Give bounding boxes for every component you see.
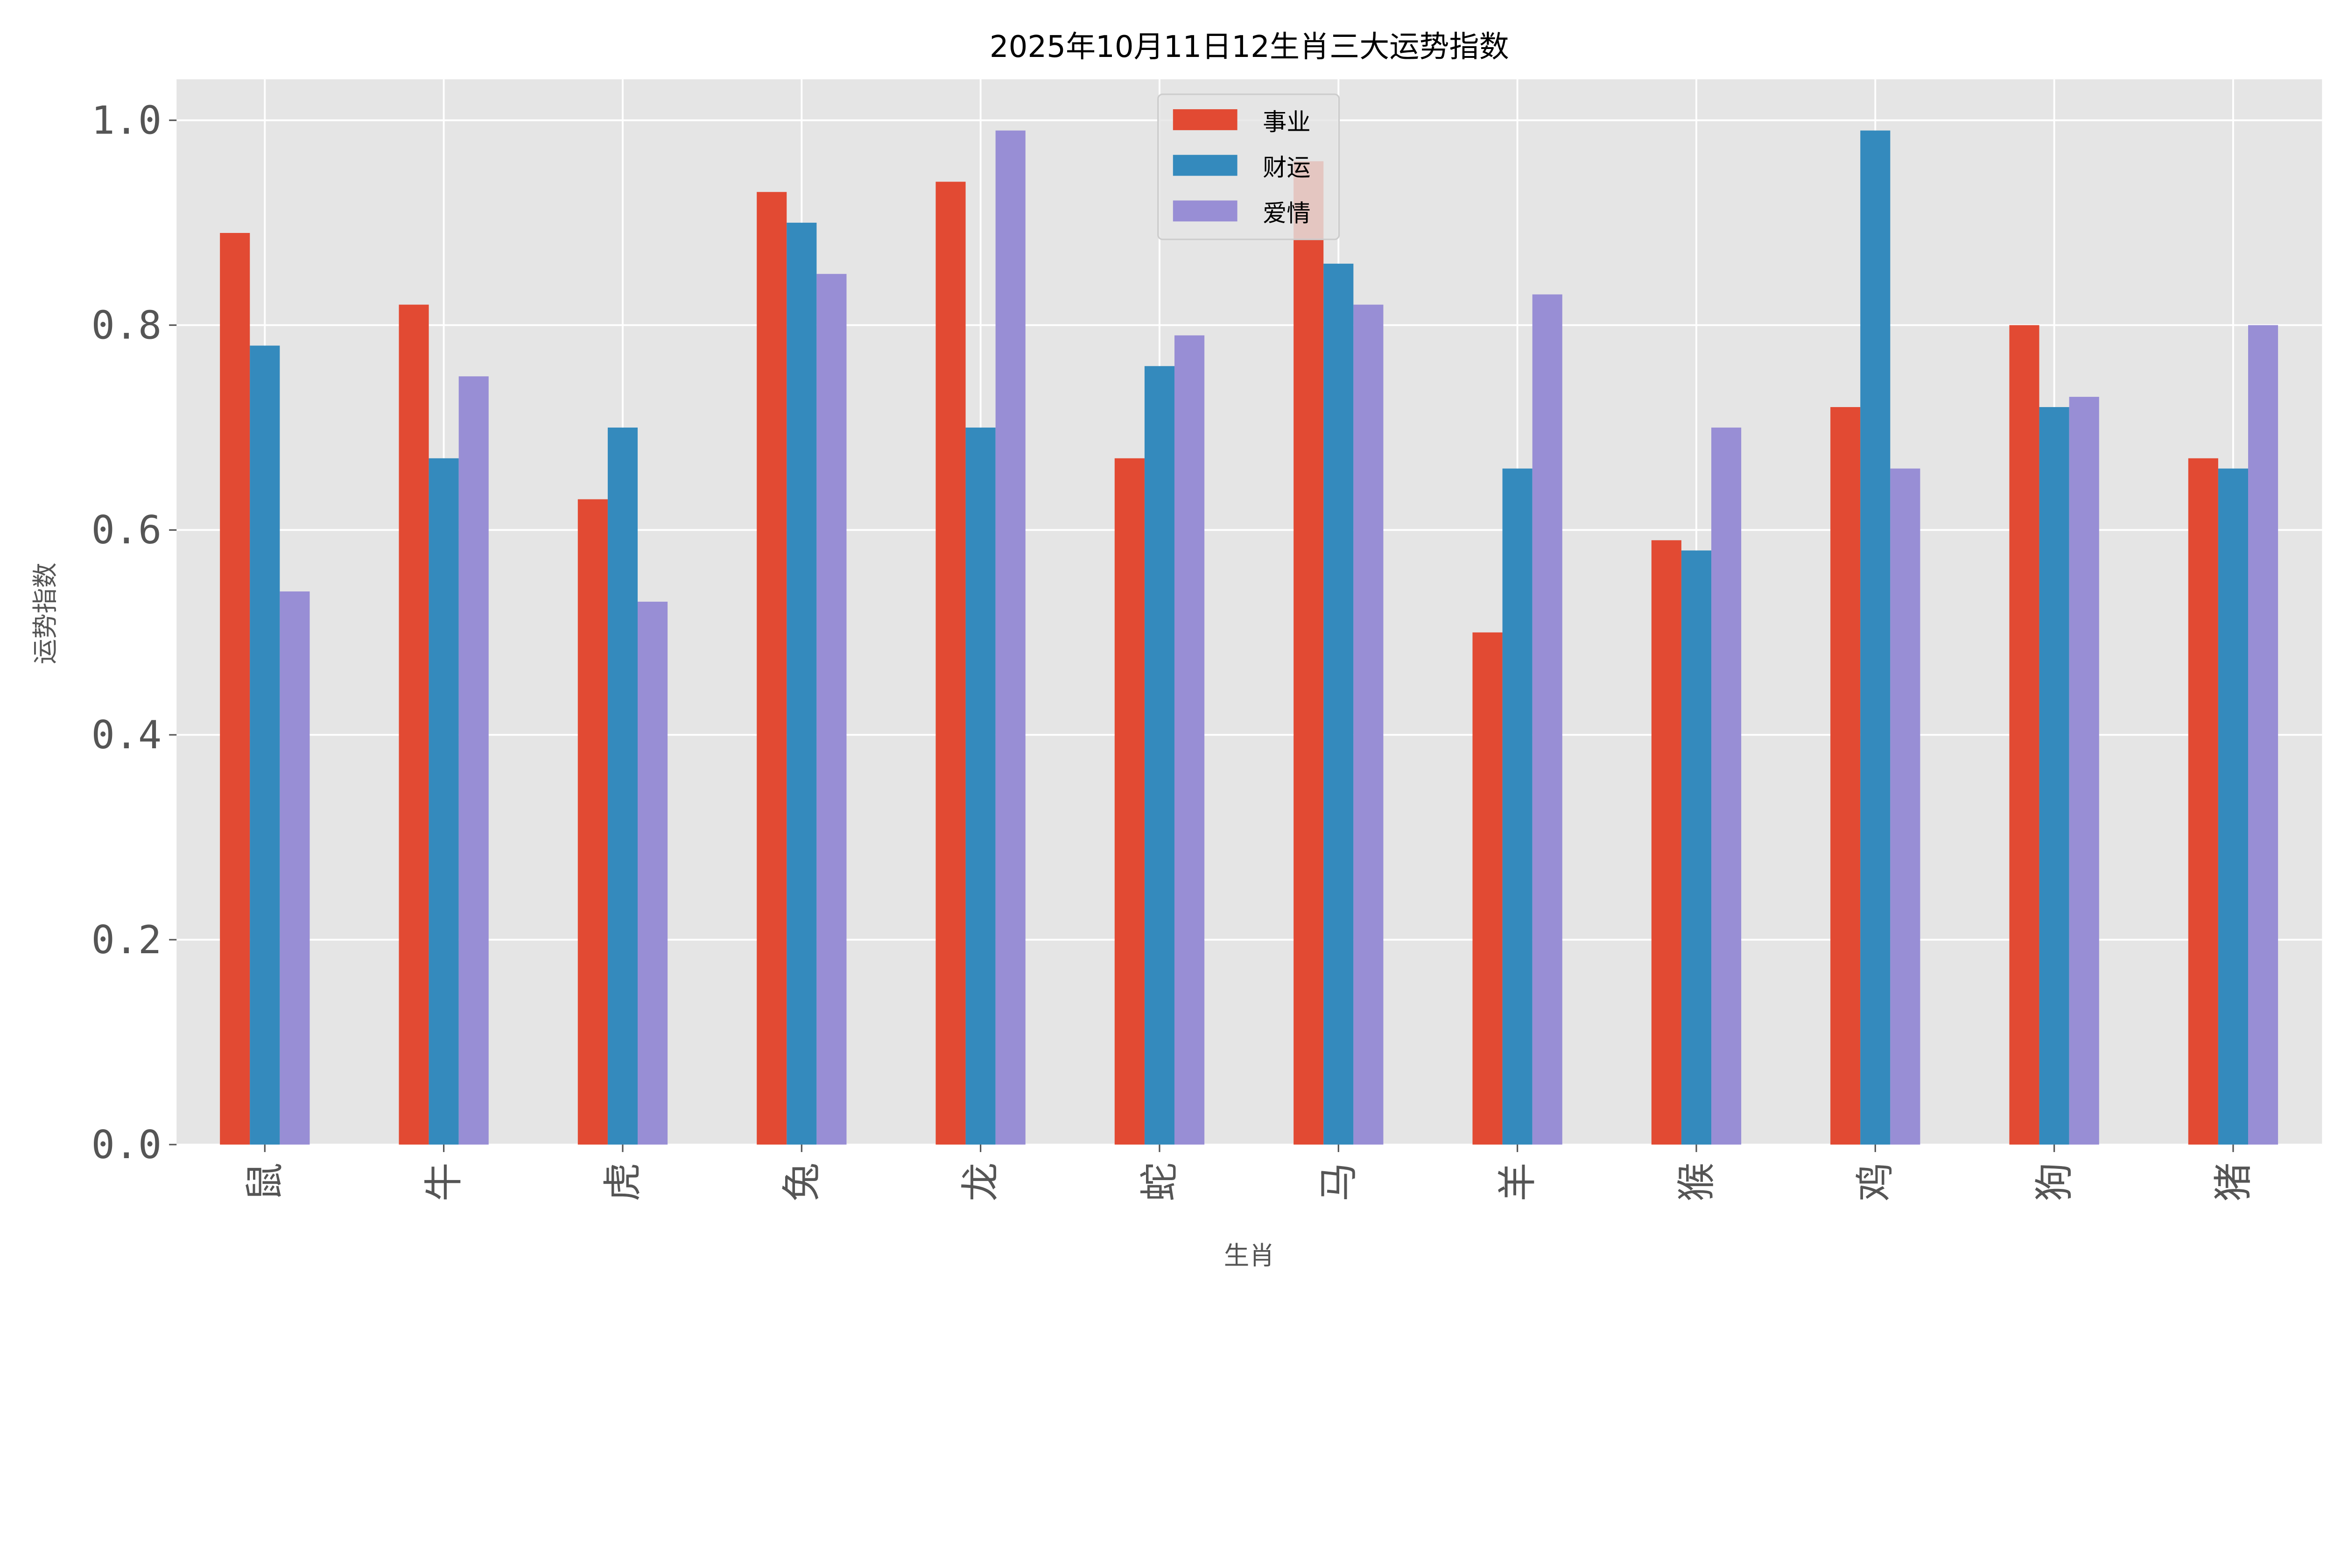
bar-财运-鼠	[250, 345, 280, 1145]
bar-事业-兔	[757, 192, 787, 1145]
bar-财运-马	[1323, 263, 1354, 1145]
legend-swatch	[1173, 200, 1237, 222]
y-tick-label: 0.0	[91, 1122, 162, 1167]
x-tick-label: 羊	[1495, 1162, 1540, 1201]
bar-财运-羊	[1502, 468, 1533, 1145]
bar-事业-虎	[577, 499, 608, 1145]
bar-爱情-狗	[2069, 397, 2099, 1145]
chart: 0.0 0.2 0.4 0.6 0.8 1.0 鼠 牛 虎 兔 龙 蛇 马 羊 猴 鸡 狗 猪 2025年10月…	[30, 29, 2322, 1271]
bar-爱情-鼠	[280, 591, 310, 1145]
legend-label: 财运	[1263, 154, 1311, 182]
x-axis-label: 生肖	[1224, 1240, 1275, 1270]
x-tick-label: 牛	[421, 1162, 466, 1201]
bar-事业-蛇	[1114, 458, 1145, 1145]
x-tick-label: 猪	[2211, 1162, 2256, 1201]
bar-财运-牛	[429, 458, 459, 1145]
bar-爱情-蛇	[1174, 335, 1205, 1145]
bar-事业-狗	[2009, 325, 2039, 1145]
bar-爱情-虎	[638, 601, 668, 1145]
legend-label: 事业	[1263, 108, 1311, 136]
bars	[220, 130, 2278, 1145]
x-tick-label: 鸡	[1853, 1162, 1898, 1201]
x-tick-label: 龙	[958, 1162, 1003, 1201]
bar-事业-牛	[399, 304, 429, 1145]
x-tick-label: 蛇	[1137, 1162, 1182, 1201]
plot-area	[176, 79, 2322, 1145]
x-tick-label: 兔	[779, 1162, 824, 1201]
x-tick-label: 马	[1316, 1162, 1361, 1201]
x-tick-label: 狗	[2032, 1162, 2077, 1201]
bar-爱情-龙	[995, 130, 1026, 1145]
y-axis-label: 运势指数	[30, 563, 60, 664]
bar-爱情-猴	[1711, 427, 1742, 1145]
x-ticks: 鼠牛虎兔龙蛇马羊猴鸡狗猪	[242, 1144, 2256, 1202]
bar-爱情-牛	[458, 376, 489, 1145]
bar-爱情-鸡	[1890, 468, 1920, 1145]
bar-财运-虎	[607, 427, 638, 1145]
x-tick-label: 猴	[1674, 1162, 1719, 1201]
y-ticks: 0.0 0.2 0.4 0.6 0.8 1.0	[91, 98, 177, 1167]
bar-财运-鸡	[1860, 130, 1891, 1145]
bar-财运-蛇	[1144, 366, 1175, 1145]
y-tick-label: 1.0	[91, 98, 162, 143]
bar-事业-龙	[935, 182, 966, 1145]
bar-事业-羊	[1472, 632, 1503, 1145]
y-tick-label: 0.2	[91, 917, 162, 963]
bar-爱情-猪	[2248, 325, 2278, 1145]
bar-爱情-马	[1353, 304, 1384, 1145]
bar-财运-猴	[1681, 550, 1712, 1145]
bar-财运-兔	[787, 223, 817, 1145]
legend-swatch	[1173, 155, 1237, 176]
bar-事业-马	[1294, 161, 1324, 1145]
legend-swatch	[1173, 109, 1237, 130]
y-tick-label: 0.8	[91, 302, 162, 348]
bar-事业-鼠	[220, 233, 250, 1145]
bar-财运-龙	[965, 427, 996, 1145]
y-tick-label: 0.4	[91, 712, 162, 758]
legend-label: 爱情	[1263, 199, 1311, 227]
bar-爱情-羊	[1532, 294, 1562, 1145]
bar-财运-猪	[2218, 468, 2249, 1145]
y-tick-label: 0.6	[91, 507, 162, 553]
bar-事业-猴	[1651, 540, 1681, 1145]
bar-爱情-兔	[816, 274, 847, 1145]
x-tick-label: 鼠	[242, 1162, 288, 1201]
bar-事业-猪	[2188, 458, 2218, 1145]
chart-title: 2025年10月11日12生肖三大运势指数	[990, 30, 1509, 64]
bar-财运-狗	[2039, 407, 2069, 1145]
bar-事业-鸡	[1830, 407, 1861, 1145]
x-tick-label: 虎	[600, 1162, 646, 1201]
